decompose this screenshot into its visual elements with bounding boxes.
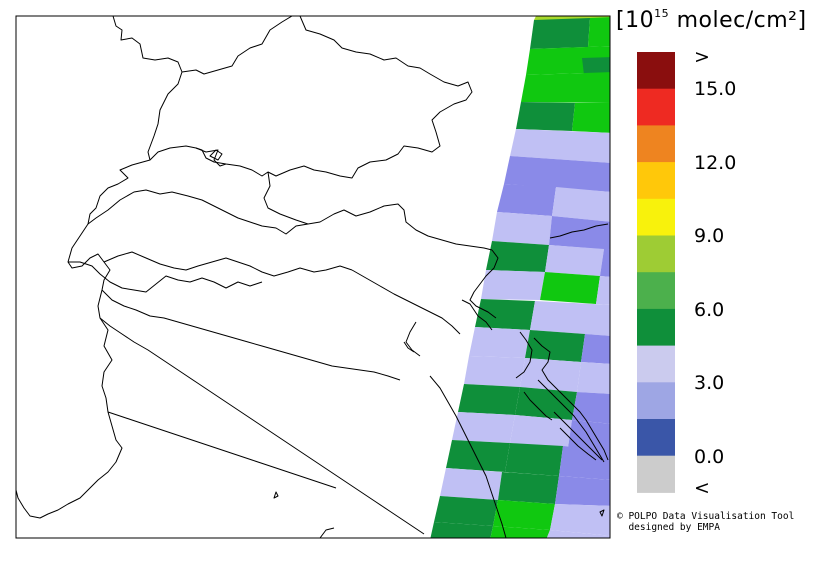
swath-pixel <box>572 392 610 424</box>
swath-pixel <box>600 249 610 277</box>
swath-pixel <box>582 57 610 75</box>
coastline <box>469 249 499 319</box>
border-line <box>99 317 425 535</box>
swath-pixel <box>492 212 552 245</box>
swath-pixel <box>546 530 610 538</box>
swath-pixel <box>530 18 590 49</box>
border-line <box>195 16 473 179</box>
border-line <box>68 261 263 293</box>
legend-label: 9.0 <box>694 225 725 247</box>
swath-pixel <box>549 216 610 250</box>
swath-pixel <box>530 301 610 336</box>
swath-pixel <box>525 330 585 362</box>
swath-pixel <box>540 272 600 304</box>
coastline <box>273 491 335 538</box>
legend-swatch <box>637 235 675 273</box>
unit-label: [1015 molec/cm²] <box>616 6 807 33</box>
swath-pixel <box>572 103 610 133</box>
legend-swatch <box>637 455 675 493</box>
coastline <box>537 379 605 463</box>
swath-pixel <box>545 245 604 276</box>
swath-pixel <box>446 440 510 472</box>
swath-pixel <box>504 156 610 192</box>
coastline <box>209 149 415 353</box>
satellite-swath <box>430 16 610 538</box>
border-line <box>103 251 353 277</box>
swath-pixel <box>475 299 535 330</box>
swath-pixel <box>493 500 555 530</box>
swath-pixel <box>430 522 493 538</box>
coastline <box>515 331 609 461</box>
swath-pixel <box>510 129 610 163</box>
swath-pixel <box>568 420 610 452</box>
legend-swatch <box>637 345 675 383</box>
credit-text: © POLPO Data Visualisation Tool designed… <box>617 511 795 533</box>
legend-label: 3.0 <box>694 372 725 394</box>
coastline <box>523 391 553 421</box>
swath-pixel <box>498 472 559 504</box>
border-line <box>149 145 227 167</box>
swath-pixel <box>505 443 563 476</box>
border-line <box>263 171 493 251</box>
legend-swatch <box>637 419 675 457</box>
border-line <box>87 189 309 235</box>
legend-label: < <box>694 477 710 499</box>
swath-pixel <box>497 184 556 216</box>
swath-pixel <box>555 476 610 506</box>
coastline <box>553 411 603 461</box>
legend-label: 15.0 <box>694 78 737 100</box>
swath-pixel <box>481 270 545 300</box>
legend-swatch <box>637 272 675 310</box>
swath-pixel <box>521 72 610 103</box>
swath-pixel <box>515 387 577 420</box>
swath-pixel <box>434 496 498 526</box>
swath-pixel <box>452 412 515 443</box>
swath-pixel <box>486 241 549 272</box>
legend-label: 6.0 <box>694 299 725 321</box>
swath-pixel <box>550 504 610 536</box>
legend-swatch <box>637 198 675 236</box>
swath-pixel <box>458 384 520 415</box>
swath-pixel <box>559 446 610 480</box>
border-line <box>101 289 401 381</box>
swath-pixel <box>596 276 610 305</box>
map-frame <box>15 15 611 539</box>
legend-label: 12.0 <box>694 152 737 174</box>
swath-pixel <box>469 327 530 358</box>
legend-swatch <box>637 52 675 90</box>
swath-pixel <box>510 415 572 448</box>
legend-label: 0.0 <box>694 446 725 468</box>
swath-pixel <box>552 187 610 222</box>
swath-pixel <box>577 362 610 394</box>
coastline <box>549 223 609 239</box>
legend-swatch <box>637 125 675 163</box>
swath-pixel <box>516 102 575 131</box>
legend-swatch <box>637 162 675 200</box>
swath-pixel <box>464 356 525 387</box>
swath-pixel <box>581 334 610 364</box>
legend-swatch <box>637 88 675 126</box>
border-line <box>107 411 337 489</box>
coastline <box>599 509 605 517</box>
legend-swatch <box>637 308 675 347</box>
legend-label: > <box>694 46 710 68</box>
coastline <box>405 299 507 538</box>
border-line <box>181 16 293 75</box>
border-line <box>16 16 183 519</box>
swath-pixel <box>588 17 610 47</box>
swath-pixel <box>520 358 581 392</box>
color-legend <box>637 52 675 493</box>
border-line <box>351 269 461 335</box>
legend-swatch <box>637 382 675 420</box>
